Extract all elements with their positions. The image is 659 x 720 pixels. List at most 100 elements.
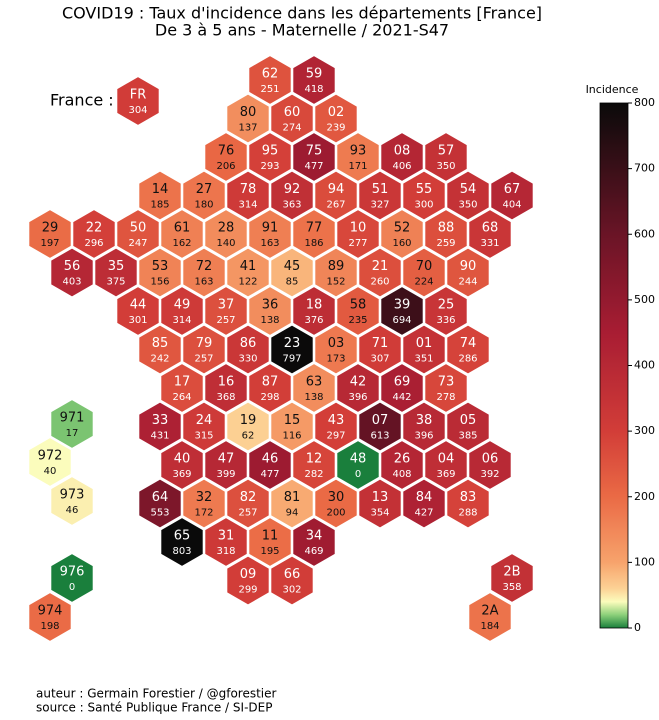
hex-value: 244 <box>458 277 477 288</box>
hex-value: 477 <box>304 161 323 172</box>
hex-value: 185 <box>150 200 169 211</box>
hex-value: 304 <box>128 105 147 116</box>
hex-code: 93 <box>350 144 367 159</box>
hex-cell <box>445 477 491 530</box>
hex-value: 368 <box>216 392 235 403</box>
hex-code: 69 <box>394 375 411 390</box>
hex-value: 431 <box>150 431 169 442</box>
hex-code: 60 <box>284 105 301 120</box>
hex-code: 36 <box>262 298 279 313</box>
hex-code: 28 <box>218 221 235 236</box>
hex-code: 47 <box>218 452 235 467</box>
hex-value: 315 <box>194 431 213 442</box>
hex-code: 25 <box>438 298 455 313</box>
hex-code: 23 <box>284 336 301 351</box>
hex-code: 63 <box>306 375 323 390</box>
hex-value: 264 <box>172 392 191 403</box>
hex-cell <box>467 590 513 644</box>
hex-code: 04 <box>438 452 455 467</box>
hex-value: 260 <box>370 277 389 288</box>
hex-value: 392 <box>480 469 499 480</box>
hex-code: 09 <box>240 567 257 582</box>
hex-code: 55 <box>416 182 433 197</box>
hex-value: 156 <box>150 277 169 288</box>
hex-code: 84 <box>416 490 433 505</box>
hex-code: 68 <box>482 221 499 236</box>
hex-code: 70 <box>416 259 433 274</box>
hex-code: 22 <box>86 221 103 236</box>
colorbar-tick-label: 800 <box>634 96 655 109</box>
hex-value: 293 <box>260 161 279 172</box>
hex-value: 138 <box>260 315 279 326</box>
hex-code: 73 <box>438 375 455 390</box>
hex-code: 17 <box>174 375 191 390</box>
hex-value: 296 <box>84 238 103 249</box>
hex-code: 82 <box>240 490 257 505</box>
hex-cell <box>423 130 469 184</box>
hex-code: 66 <box>284 567 301 582</box>
hex-code: 26 <box>394 452 411 467</box>
france-label: France : <box>50 91 114 110</box>
hex-cell <box>467 207 513 261</box>
hex-cell <box>489 169 535 222</box>
hex-value: 172 <box>194 508 213 519</box>
hex-cell <box>49 551 95 605</box>
hex-value: 350 <box>458 200 477 211</box>
hex-code: 85 <box>152 336 169 351</box>
hex-code: 77 <box>306 221 323 236</box>
hex-value: 314 <box>238 200 257 211</box>
hex-code: 35 <box>108 259 125 274</box>
hex-value: 396 <box>348 392 367 403</box>
hex-code: 49 <box>174 298 191 313</box>
hex-value: 162 <box>172 238 191 249</box>
hex-value: 350 <box>436 161 455 172</box>
hex-code: 65 <box>174 529 191 544</box>
hex-code: 16 <box>218 375 235 390</box>
colorbar-label: Incidence <box>586 83 639 96</box>
hex-cell <box>423 284 469 338</box>
hex-value: 327 <box>370 200 389 211</box>
hex-code: 46 <box>262 452 279 467</box>
hex-code: 2B <box>503 565 520 580</box>
hex-value: 613 <box>370 431 389 442</box>
hex-value: 385 <box>458 431 477 442</box>
hex-cell <box>467 438 513 492</box>
hex-code: 29 <box>42 221 59 236</box>
hex-value: 17 <box>66 428 79 439</box>
hex-code: 14 <box>152 182 169 197</box>
hex-value: 277 <box>348 238 367 249</box>
hex-value: 442 <box>392 392 411 403</box>
hex-code: 76 <box>218 144 235 159</box>
hex-value: 396 <box>414 431 433 442</box>
hex-value: 274 <box>282 123 301 134</box>
hex-value: 184 <box>480 621 499 632</box>
hex-value: 299 <box>238 585 257 596</box>
hex-value: 163 <box>260 238 279 249</box>
hex-value: 358 <box>502 582 521 593</box>
